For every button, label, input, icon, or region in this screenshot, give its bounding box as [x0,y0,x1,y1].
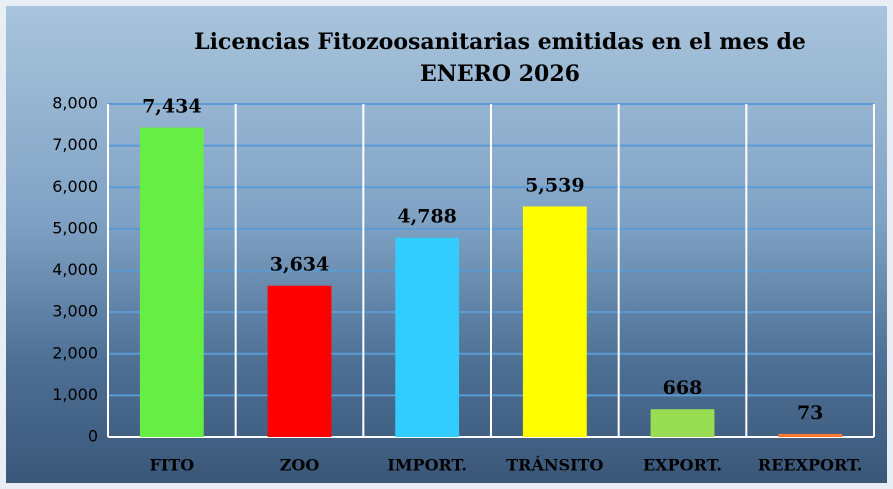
value-label: 3,634 [270,254,330,276]
value-label: 7,434 [142,96,202,118]
y-tick-label: 6,000 [52,177,98,196]
y-tick-label: 5,000 [52,218,98,237]
x-tick-label: ZOO [280,456,320,475]
bar [395,238,459,437]
x-tick-label: REEXPORT. [758,456,863,475]
bar [651,409,715,437]
y-tick-label: 1,000 [52,385,98,404]
y-tick-label: 8,000 [52,94,98,113]
value-label: 73 [797,402,823,424]
y-tick-label: 3,000 [52,302,98,321]
bar [778,434,842,437]
y-tick-label: 4,000 [52,260,98,279]
x-tick-label: FITO [149,456,194,475]
y-tick-label: 0 [88,427,98,446]
y-tick-label: 2,000 [52,343,98,362]
value-label: 4,788 [397,206,457,228]
bar [140,128,204,437]
value-label: 668 [663,377,703,399]
bar [268,286,332,437]
bar [523,206,587,437]
x-tick-label: EXPORT. [643,456,722,475]
y-tick-label: 7,000 [52,135,98,154]
x-tick-label: TRÁNSITO [506,455,603,475]
chart: 0 1,000 2,000 3,000 4,000 5,000 6,000 7,000 8,00… [0,0,893,489]
x-tick-label: IMPORT. [387,456,467,475]
value-label: 5,539 [525,174,585,196]
